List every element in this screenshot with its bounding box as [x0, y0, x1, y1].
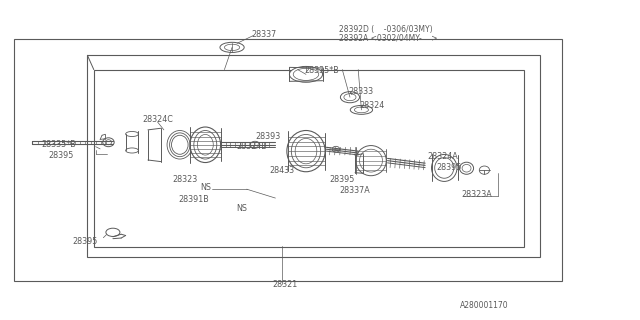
Ellipse shape	[102, 138, 114, 147]
Ellipse shape	[289, 67, 323, 82]
Text: 28391B: 28391B	[179, 195, 209, 204]
Ellipse shape	[105, 140, 111, 145]
Ellipse shape	[197, 134, 213, 155]
Ellipse shape	[344, 94, 356, 101]
Ellipse shape	[225, 44, 240, 51]
Text: 28395: 28395	[73, 237, 98, 246]
Ellipse shape	[125, 132, 138, 137]
Text: 28393: 28393	[255, 132, 280, 141]
Ellipse shape	[340, 92, 360, 103]
Ellipse shape	[291, 134, 321, 168]
Text: 28392D (    -0306/03MY): 28392D ( -0306/03MY)	[339, 25, 433, 34]
Text: 28333: 28333	[349, 87, 374, 96]
Text: 28337A: 28337A	[339, 186, 370, 195]
Text: 28335*B: 28335*B	[41, 140, 76, 149]
Text: 28324: 28324	[360, 101, 385, 110]
Text: NS: NS	[200, 183, 211, 192]
Text: 28321: 28321	[272, 280, 298, 289]
Ellipse shape	[220, 42, 244, 52]
Text: 28392A <0302/04MY-    >: 28392A <0302/04MY- >	[339, 33, 438, 42]
Ellipse shape	[431, 155, 457, 181]
Ellipse shape	[125, 148, 138, 153]
Ellipse shape	[106, 228, 120, 236]
Text: NS: NS	[236, 204, 247, 213]
Ellipse shape	[435, 158, 454, 178]
Ellipse shape	[172, 135, 188, 154]
Ellipse shape	[295, 139, 317, 164]
Ellipse shape	[350, 105, 372, 114]
Text: 28337: 28337	[252, 30, 277, 39]
Text: 28323: 28323	[172, 174, 197, 184]
Ellipse shape	[356, 146, 387, 176]
Text: 28324C: 28324C	[143, 115, 173, 124]
Text: 28395: 28395	[330, 174, 355, 184]
Ellipse shape	[287, 131, 325, 172]
Ellipse shape	[250, 141, 260, 148]
Ellipse shape	[355, 107, 369, 113]
Text: 28433: 28433	[269, 166, 294, 175]
Ellipse shape	[170, 133, 190, 157]
Ellipse shape	[460, 162, 474, 174]
Ellipse shape	[479, 166, 490, 174]
Text: 28395: 28395	[436, 164, 462, 172]
Text: A280001170: A280001170	[460, 301, 509, 310]
Ellipse shape	[194, 131, 217, 159]
Ellipse shape	[462, 164, 471, 172]
Text: 28324B: 28324B	[236, 142, 267, 151]
Ellipse shape	[360, 149, 383, 172]
Ellipse shape	[167, 131, 193, 159]
Ellipse shape	[293, 68, 319, 80]
Text: 28395: 28395	[48, 151, 74, 160]
Text: 28323A: 28323A	[461, 190, 492, 199]
Text: 28324A: 28324A	[427, 152, 458, 161]
Text: 28335*B: 28335*B	[304, 66, 339, 75]
Ellipse shape	[190, 127, 221, 163]
Ellipse shape	[332, 146, 340, 152]
